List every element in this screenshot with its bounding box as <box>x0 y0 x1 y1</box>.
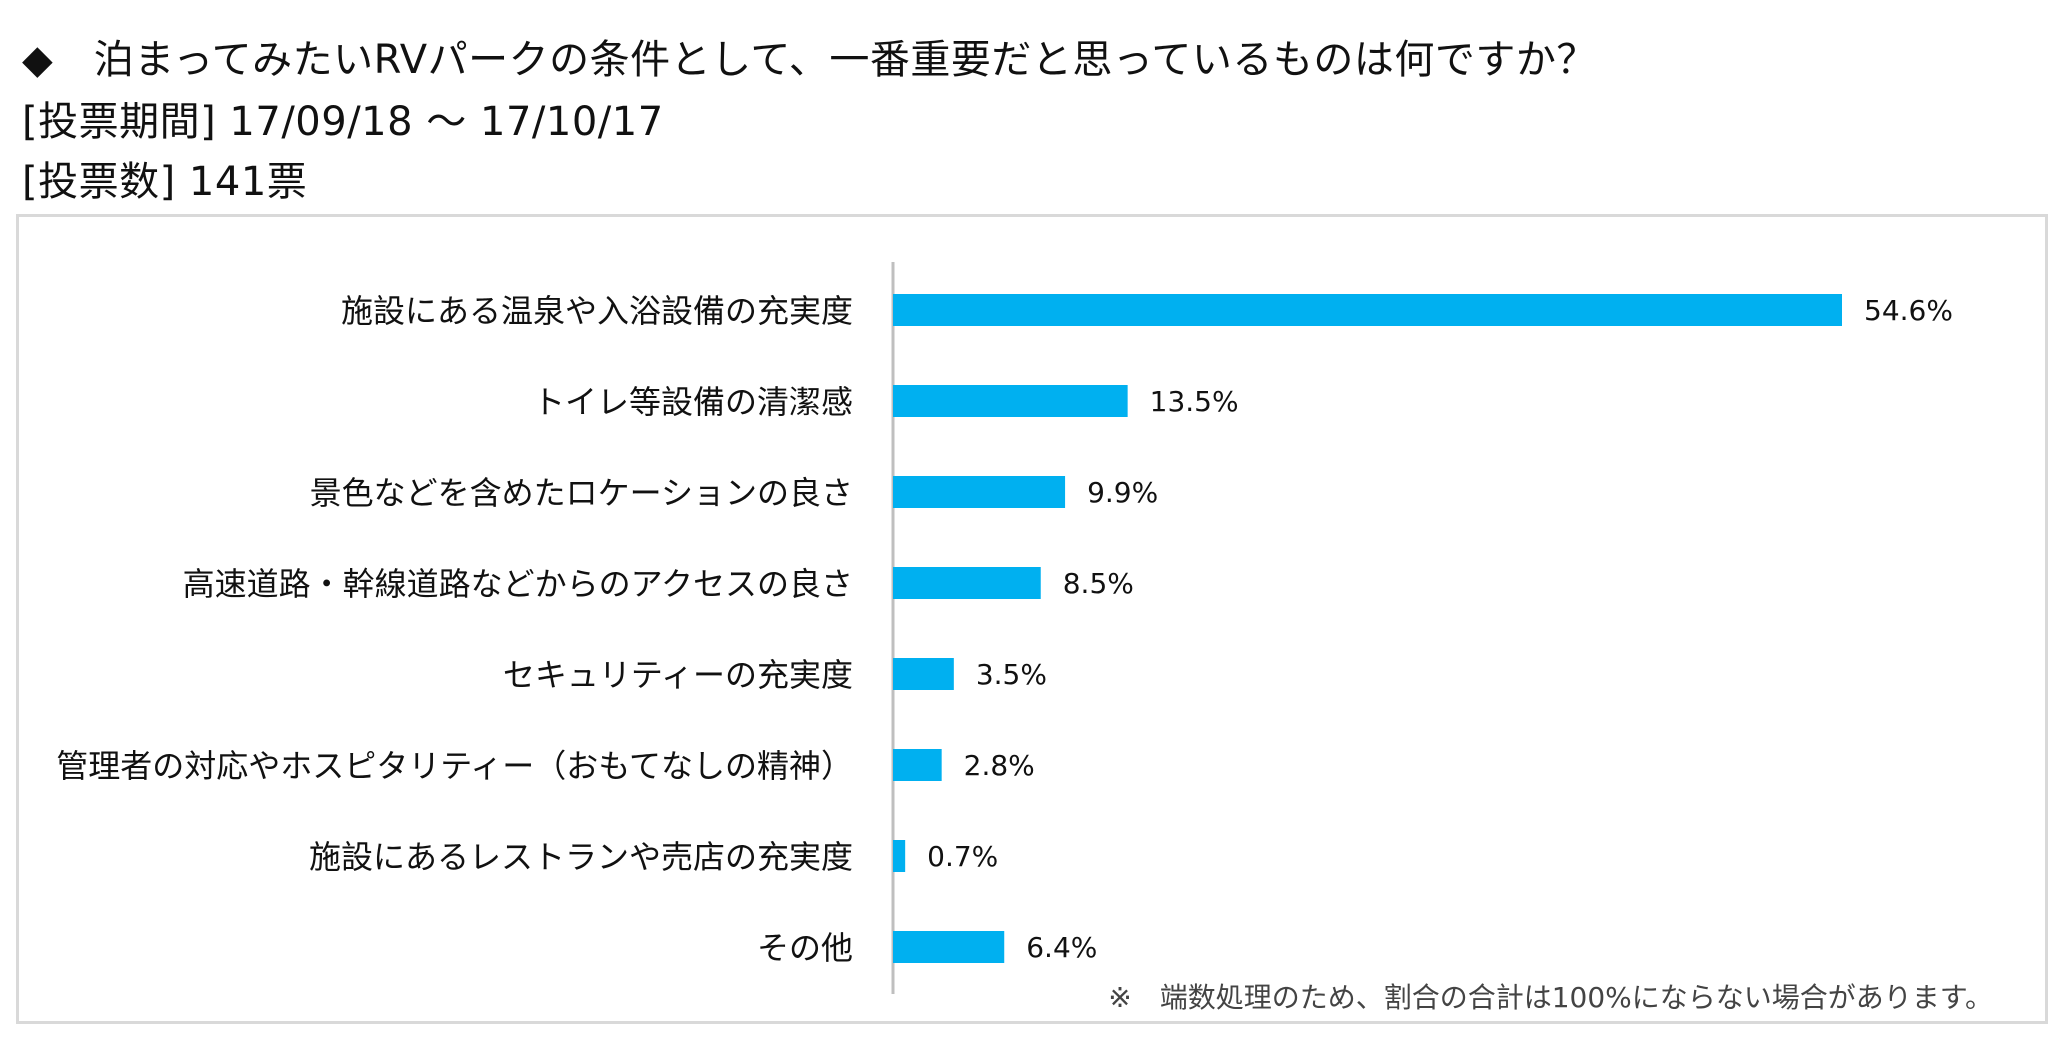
value-label: 9.9% <box>1087 476 1158 509</box>
value-label: 0.7% <box>927 840 998 873</box>
bar <box>893 658 954 690</box>
category-label: トイレ等設備の清潔感 <box>533 383 853 421</box>
category-label: セキュリティーの充実度 <box>503 656 853 694</box>
bar <box>893 749 942 781</box>
survey-question: ◆ 泊まってみたいRVパークの条件として、一番重要だと思っているものは何ですか？ <box>22 37 1597 83</box>
category-label: 施設にあるレストランや売店の充実度 <box>309 838 853 876</box>
category-label: 管理者の対応やホスピタリティー（おもてなしの精神） <box>56 747 853 785</box>
footnote: ※ 端数処理のため、割合の合計は100%にならない場合があります。 <box>1108 981 1993 1014</box>
chart-frame <box>16 214 2048 1024</box>
bar <box>893 931 1005 963</box>
value-label: 54.6% <box>1864 294 1953 327</box>
bar <box>893 567 1041 599</box>
value-label: 13.5% <box>1150 385 1239 418</box>
bar <box>893 476 1066 508</box>
bar <box>893 840 906 872</box>
voting-period: [投票期間] 17/09/18 ～ 17/10/17 <box>22 99 664 145</box>
value-label: 8.5% <box>1063 567 1134 600</box>
vote-count: [投票数] 141票 <box>22 159 308 205</box>
category-label: 景色などを含めたロケーションの良さ <box>310 474 853 512</box>
value-label: 6.4% <box>1026 931 1097 964</box>
value-label: 3.5% <box>976 658 1047 691</box>
category-label: その他 <box>757 929 853 967</box>
bar <box>893 385 1128 417</box>
category-label: 施設にある温泉や入浴設備の充実度 <box>341 292 853 330</box>
category-label: 高速道路・幹線道路などからのアクセスの良さ <box>183 565 853 603</box>
value-label: 2.8% <box>964 749 1035 782</box>
bar <box>893 294 1842 326</box>
